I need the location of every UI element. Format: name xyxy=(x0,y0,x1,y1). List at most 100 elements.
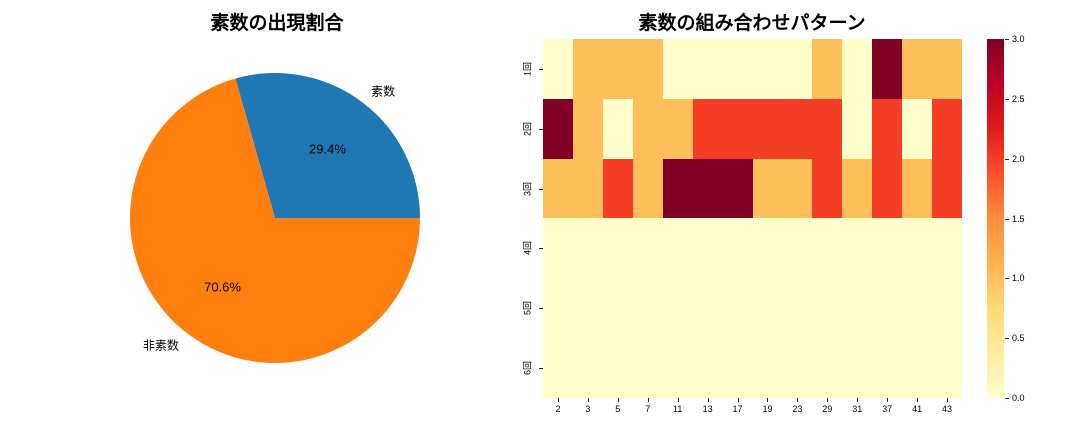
y-tick-label-2: 3回 xyxy=(522,181,533,196)
heatmap-cell-r1-c8 xyxy=(782,98,813,159)
heatmap-cell-r4-c13 xyxy=(932,278,962,339)
heatmap-cell-r4-c10 xyxy=(842,278,873,339)
heatmap-cell-r2-c0 xyxy=(543,158,573,219)
heatmap-cell-r3-c6 xyxy=(722,218,753,279)
heatmap-cell-r2-c10 xyxy=(842,158,873,219)
heatmap-cell-r4-c5 xyxy=(692,278,723,339)
colorbar-tick-1 xyxy=(1005,338,1009,340)
colorbar-tick-label-4: 2.0 xyxy=(1012,153,1025,164)
heatmap-cell-r0-c10 xyxy=(842,39,873,99)
x-tick-0 xyxy=(557,398,559,402)
x-tick-3 xyxy=(647,398,649,402)
x-tick-9 xyxy=(827,398,829,402)
heatmap-cell-r5-c9 xyxy=(812,338,843,398)
heatmap-cell-r5-c2 xyxy=(602,338,633,398)
y-tick-5 xyxy=(539,368,543,370)
y-tick-label-1: 2回 xyxy=(522,121,533,136)
heatmap-cell-r1-c6 xyxy=(722,98,753,159)
heatmap-cell-r3-c0 xyxy=(543,218,573,279)
heatmap-cell-r2-c3 xyxy=(632,158,663,219)
x-tick-label-2: 5 xyxy=(615,404,621,414)
heatmap-cell-r3-c8 xyxy=(782,218,813,279)
heatmap-cell-r2-c5 xyxy=(692,158,723,219)
heatmap-cell-r0-c12 xyxy=(902,39,933,99)
x-tick-label-11: 37 xyxy=(882,404,893,414)
heatmap-cell-r0-c11 xyxy=(872,39,903,99)
x-tick-13 xyxy=(947,398,949,402)
pie-slice-0 xyxy=(235,73,420,218)
heatmap-cell-r1-c2 xyxy=(602,98,633,159)
x-tick-label-6: 17 xyxy=(732,404,743,414)
x-tick-11 xyxy=(887,398,889,402)
y-tick-1 xyxy=(539,128,543,130)
heatmap-cell-r4-c3 xyxy=(632,278,663,339)
x-tick-label-4: 11 xyxy=(673,404,683,414)
heatmap-cell-r5-c4 xyxy=(662,338,693,398)
heatmap-cell-r1-c9 xyxy=(812,98,843,159)
heatmap-cell-r0-c0 xyxy=(543,39,573,99)
y-tick-label-3: 4回 xyxy=(522,241,533,256)
heatmap-cell-r1-c13 xyxy=(932,98,962,159)
x-tick-12 xyxy=(917,398,919,402)
x-tick-10 xyxy=(857,398,859,402)
colorbar-tick-4 xyxy=(1005,158,1009,160)
heatmap-cell-r2-c1 xyxy=(572,158,603,219)
heatmap-cell-r0-c13 xyxy=(932,39,962,99)
colorbar-tick-0 xyxy=(1005,398,1009,399)
colorbar-tick-label-0: 0.0 xyxy=(1012,393,1025,403)
heatmap-cell-r5-c11 xyxy=(872,338,903,398)
heatmap-cell-r0-c1 xyxy=(572,39,603,99)
y-tick-label-5: 6回 xyxy=(522,361,533,376)
heatmap-cell-r2-c2 xyxy=(602,158,633,219)
heatmap-cell-r1-c11 xyxy=(872,98,903,159)
heatmap-cell-r0-c8 xyxy=(782,39,813,99)
colorbar-tick-5 xyxy=(1005,98,1009,100)
pie-slice-1 xyxy=(130,78,420,363)
heatmap-cell-r0-c9 xyxy=(812,39,843,99)
heatmap-cell-r3-c5 xyxy=(692,218,723,279)
heatmap-cell-r3-c7 xyxy=(752,218,783,279)
x-tick-4 xyxy=(677,398,679,402)
heatmap-cell-r3-c2 xyxy=(602,218,633,279)
heatmap-cell-r2-c7 xyxy=(752,158,783,219)
heatmap-cell-r3-c11 xyxy=(872,218,903,279)
x-tick-1 xyxy=(587,398,589,402)
x-tick-label-1: 3 xyxy=(585,404,591,414)
heatmap-cell-r1-c3 xyxy=(632,98,663,159)
colorbar-tick-2 xyxy=(1005,278,1009,280)
x-tick-label-10: 31 xyxy=(852,404,863,414)
heatmap-title: 素数の組み合わせパターン xyxy=(638,13,866,34)
heatmap-cell-r3-c4 xyxy=(662,218,693,279)
y-tick-2 xyxy=(539,188,543,190)
pie-pct-label-0: 29.4% xyxy=(309,141,346,157)
heatmap-cell-r3-c10 xyxy=(842,218,873,279)
x-tick-label-12: 41 xyxy=(912,404,923,414)
heatmap-cell-r1-c4 xyxy=(662,98,693,159)
heatmap-cell-r3-c13 xyxy=(932,218,962,279)
y-tick-label-0: 1回 xyxy=(522,61,533,76)
heatmap-cell-r5-c10 xyxy=(842,338,873,398)
colorbar-tick-6 xyxy=(1005,39,1009,40)
colorbar-tick-label-1: 0.5 xyxy=(1012,333,1025,344)
y-tick-0 xyxy=(539,68,543,70)
heatmap-cell-r4-c11 xyxy=(872,278,903,339)
heatmap-cell-r5-c5 xyxy=(692,338,723,398)
pie-pct-label-1: 70.6% xyxy=(204,279,241,295)
heatmap-cell-r5-c3 xyxy=(632,338,663,398)
heatmap-cell-r5-c13 xyxy=(932,338,962,398)
heatmap-cell-r0-c3 xyxy=(632,39,663,99)
heatmap-cell-r1-c7 xyxy=(752,98,783,159)
heatmap-cell-r4-c8 xyxy=(782,278,813,339)
pie-slice-label-0: 素数 xyxy=(371,84,396,99)
colorbar-tick-label-3: 1.5 xyxy=(1012,213,1025,224)
heatmap-cell-r5-c12 xyxy=(902,338,933,398)
heatmap-cell-r5-c8 xyxy=(782,338,813,398)
x-tick-2 xyxy=(617,398,619,402)
heatmap-cell-r5-c1 xyxy=(572,338,603,398)
x-tick-7 xyxy=(767,398,769,402)
heatmap-cell-r5-c7 xyxy=(752,338,783,398)
heatmap-cell-r4-c12 xyxy=(902,278,933,339)
heatmap-cell-r5-c6 xyxy=(722,338,753,398)
heatmap-cell-r1-c5 xyxy=(692,98,723,159)
heatmap-cell-r2-c13 xyxy=(932,158,962,219)
